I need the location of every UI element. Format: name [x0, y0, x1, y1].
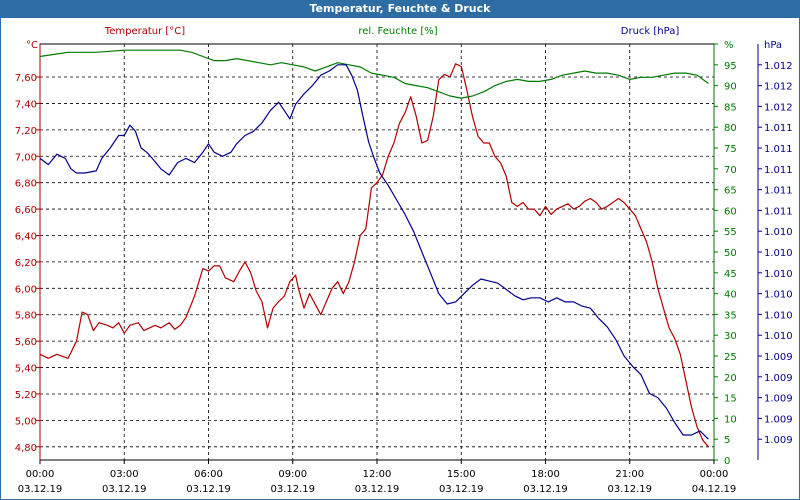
time-tick-label: 06:00: [194, 469, 223, 480]
pressure-unit-label: hPa: [764, 40, 782, 51]
pressure-tick-label: 1.009: [764, 414, 793, 425]
pressure-tick-label: 1.010: [764, 310, 793, 321]
humidity-tick-label: 25: [724, 352, 737, 363]
pressure-tick-label: 1.012: [764, 82, 793, 93]
humidity-tick-label: 75: [724, 144, 737, 155]
temperature-tick-label: 6,00: [15, 284, 37, 295]
humidity-tick-label: 60: [724, 206, 737, 217]
humidity-tick-label: 15: [724, 394, 737, 405]
temperature-tick-label: 7,40: [15, 99, 37, 110]
temperature-tick-label: 6,80: [15, 179, 37, 190]
pressure-tick-label: 1.012: [764, 102, 793, 113]
humidity-tick-label: 10: [724, 414, 737, 425]
date-tick-label: 03.12.19: [355, 484, 400, 495]
temperature-axis: 4,80 5,00 5,20 5,40 5,60 5,80 6,00 6,20 6,40 6,60…: [15, 44, 41, 460]
chart-title: Temperatur, Feuchte & Druck: [0, 0, 800, 18]
temperature-tick-label: 5,20: [15, 390, 37, 401]
pressure-tick-label: 1.010: [764, 331, 793, 342]
humidity-tick-label: 80: [724, 123, 737, 134]
pressure-tick-label: 1.009: [764, 435, 793, 446]
axis-header-labels: Temperatur [°C] rel. Feuchte [%] Druck […: [26, 26, 782, 51]
pressure-tick-label: 1.009: [764, 394, 793, 405]
temperature-tick-label: 6,20: [15, 258, 37, 269]
temperature-tick-label: 6,40: [15, 231, 37, 242]
temperature-tick-label: 5,40: [15, 364, 37, 375]
pressure-axis-title: Druck [hPa]: [621, 26, 680, 37]
temperature-tick-label: 4,80: [15, 443, 37, 454]
time-tick-label: 09:00: [278, 469, 307, 480]
temperature-tick-label: 7,20: [15, 126, 37, 137]
time-tick-label: 15:00: [447, 469, 476, 480]
pressure-tick-label: 1.010: [764, 269, 793, 280]
humidity-tick-label: 45: [724, 269, 737, 280]
time-tick-label: 12:00: [363, 469, 392, 480]
temperature-tick-label: 5,60: [15, 337, 37, 348]
date-tick-label: 03.12.19: [607, 484, 652, 495]
chart-canvas: Temperatur [°C] rel. Feuchte [%] Druck […: [15, 26, 793, 495]
humidity-tick-label: 70: [724, 165, 737, 176]
date-tick-label: 04.12.19: [692, 484, 737, 495]
temperature-axis-title: Temperatur [°C]: [104, 26, 185, 37]
humidity-tick-label: 35: [724, 310, 737, 321]
humidity-tick-label: 20: [724, 373, 737, 384]
date-tick-label: 03.12.19: [270, 484, 315, 495]
humidity-series-line: [39, 49, 709, 99]
humidity-tick-label: 65: [724, 186, 737, 197]
time-tick-label: 00:00: [700, 469, 729, 480]
temperature-tick-label: 7,60: [15, 73, 37, 84]
date-tick-label: 03.12.19: [102, 484, 147, 495]
series-layer: [39, 49, 709, 448]
humidity-tick-label: 0: [724, 456, 730, 467]
pressure-axis: 1.009 1.009 1.009 1.009 1.009 1.010 1.010 1.010…: [757, 44, 793, 460]
humidity-tick-label: 50: [724, 248, 737, 259]
humidity-tick-label: 40: [724, 290, 737, 301]
pressure-tick-label: 1.010: [764, 248, 793, 259]
date-tick-label: 03.12.19: [186, 484, 231, 495]
pressure-tick-label: 1.011: [764, 206, 793, 217]
date-tick-label: 03.12.19: [523, 484, 568, 495]
temperature-tick-label: 6,60: [15, 205, 37, 216]
humidity-axis: 0 5 10 15 20 25 30 35 40 45 50 55 60 65 70 75 80 85 90 95%: [713, 40, 737, 467]
time-tick-label: 03:00: [110, 469, 139, 480]
pressure-series-line: [39, 64, 709, 440]
date-tick-label: 03.12.19: [439, 484, 484, 495]
time-tick-label: 00:00: [26, 469, 55, 480]
temperature-tick-label: 5,80: [15, 311, 37, 322]
pressure-tick-label: 1.011: [764, 123, 793, 134]
pressure-tick-label: 1.012: [764, 61, 793, 72]
humidity-tick-label: 95: [724, 61, 737, 72]
pressure-tick-label: 1.010: [764, 227, 793, 238]
humidity-tick-label: 85: [724, 102, 737, 113]
temperature-series-line: [39, 63, 709, 448]
pressure-tick-label: 1.011: [764, 165, 793, 176]
pressure-tick-label: 1.009: [764, 352, 793, 363]
date-tick-label: 03.12.19: [18, 484, 63, 495]
pressure-tick-label: 1.009: [764, 373, 793, 384]
temperature-tick-label: 7,00: [15, 152, 37, 163]
humidity-axis-title: rel. Feuchte [%]: [358, 26, 437, 37]
pressure-tick-label: 1.011: [764, 144, 793, 155]
humidity-tick-label: 5: [724, 435, 730, 446]
humidity-tick-label: %: [724, 40, 734, 51]
humidity-tick-label: 90: [724, 82, 737, 93]
humidity-tick-label: 30: [724, 331, 737, 342]
time-tick-label: 18:00: [531, 469, 560, 480]
temperature-unit-label: °C: [26, 40, 38, 51]
pressure-tick-label: 1.011: [764, 186, 793, 197]
temperature-tick-label: 5,00: [15, 416, 37, 427]
time-tick-label: 21:00: [615, 469, 644, 480]
time-axis: 00:00 03.12.19 03:00 03.12.19 06:00 03.12.19 0…: [18, 460, 737, 495]
humidity-tick-label: 55: [724, 227, 737, 238]
pressure-tick-label: 1.010: [764, 290, 793, 301]
grid-lines: [40, 44, 714, 460]
